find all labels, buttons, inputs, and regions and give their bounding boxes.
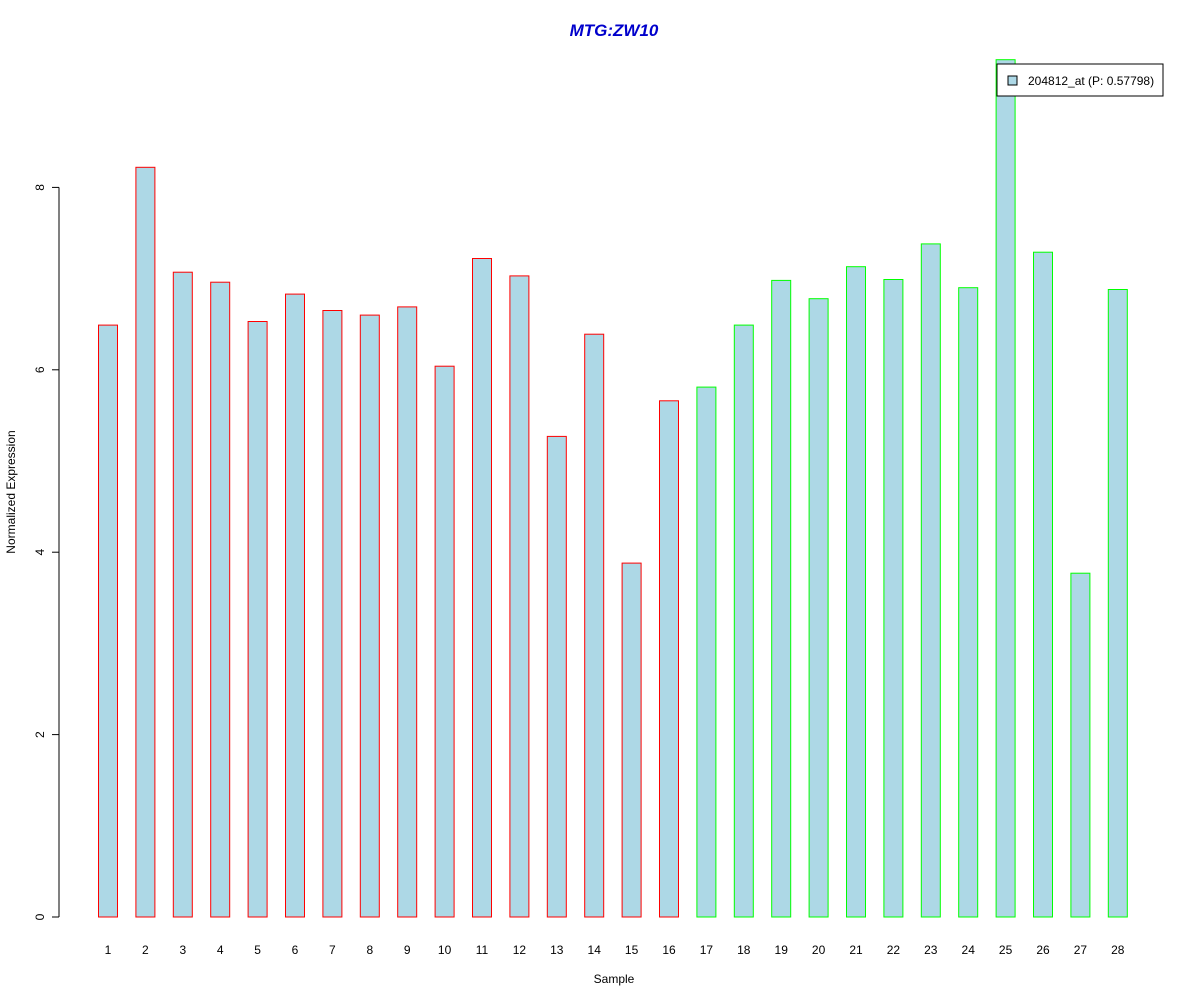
x-tick-label: 25 [999,943,1013,957]
y-axis: 0 2 4 6 8 [33,184,60,920]
legend-swatch [1007,75,1018,86]
bar-sample-4 [210,281,231,918]
bar-sample-17 [696,386,717,918]
bar-sample-6 [285,293,305,918]
x-tick-label: 2 [142,943,149,957]
x-tick-label: 6 [292,943,299,957]
x-tick-label: 26 [1036,943,1050,957]
chart-title: MTG:ZW10 [570,21,659,40]
x-tick-label: 5 [254,943,261,957]
legend: 204812_at (P: 0.57798) [996,63,1164,97]
x-tick-label: 20 [812,943,826,957]
x-tick-label: 28 [1111,943,1125,957]
bar-sample-10 [434,365,455,918]
x-tick-label: 3 [179,943,186,957]
bar-sample-2 [135,166,156,918]
x-tick-label: 1 [105,943,112,957]
x-tick-label: 19 [775,943,789,957]
x-tick-label: 8 [366,943,373,957]
x-tick-label: 12 [513,943,527,957]
x-tick-labels: 1 2 3 4 5 6 7 8 9 10 11 12 13 14 15 16 17 18 19 20 21 22 23 24 2… [105,943,1125,957]
bar-sample-8 [359,314,380,918]
x-tick-label: 23 [924,943,938,957]
bars-group [98,59,1128,918]
bar-sample-22 [883,279,904,918]
bar-sample-5 [247,321,268,918]
bar-sample-7 [322,310,343,918]
x-tick-label: 18 [737,943,751,957]
x-tick-label: 13 [550,943,564,957]
bar-sample-21 [846,266,866,918]
x-tick-label: 22 [887,943,901,957]
bar-sample-11 [472,258,492,918]
bar-sample-14 [584,333,605,918]
bar-sample-28 [1107,289,1128,918]
x-tick-label: 9 [404,943,411,957]
x-tick-label: 15 [625,943,639,957]
y-axis-label: Normalized Expression [4,430,18,553]
y-tick-label: 8 [33,184,47,191]
bar-sample-9 [397,306,418,918]
bar-sample-15 [621,562,642,918]
bar-sample-18 [733,324,754,918]
bar-sample-23 [920,243,941,918]
x-axis-label: Sample [594,972,635,986]
bar-sample-20 [808,298,829,918]
x-tick-label: 7 [329,943,336,957]
bar-sample-27 [1070,572,1091,918]
x-tick-label: 16 [662,943,676,957]
bar-sample-26 [1033,251,1053,918]
y-tick-label: 4 [33,549,47,556]
bar-sample-12 [509,275,530,918]
x-tick-label: 21 [849,943,863,957]
x-tick-label: 11 [476,943,489,957]
x-tick-label: 14 [588,943,602,957]
bar-sample-16 [659,400,679,918]
x-tick-label: 10 [438,943,452,957]
x-tick-label: 17 [700,943,714,957]
y-tick-label: 2 [33,731,47,738]
bar-sample-1 [98,324,118,918]
y-tick-label: 6 [33,366,47,373]
bar-sample-19 [771,279,792,918]
x-tick-label: 24 [962,943,976,957]
bar-sample-25 [995,59,1016,918]
x-tick-label: 27 [1074,943,1088,957]
bar-sample-13 [546,435,567,918]
bar-sample-24 [958,287,979,918]
x-tick-label: 4 [217,943,224,957]
legend-label: 204812_at (P: 0.57798) [1028,74,1154,88]
legend-box [996,63,1164,97]
bar-sample-3 [172,271,193,918]
y-tick-label: 0 [33,913,47,920]
